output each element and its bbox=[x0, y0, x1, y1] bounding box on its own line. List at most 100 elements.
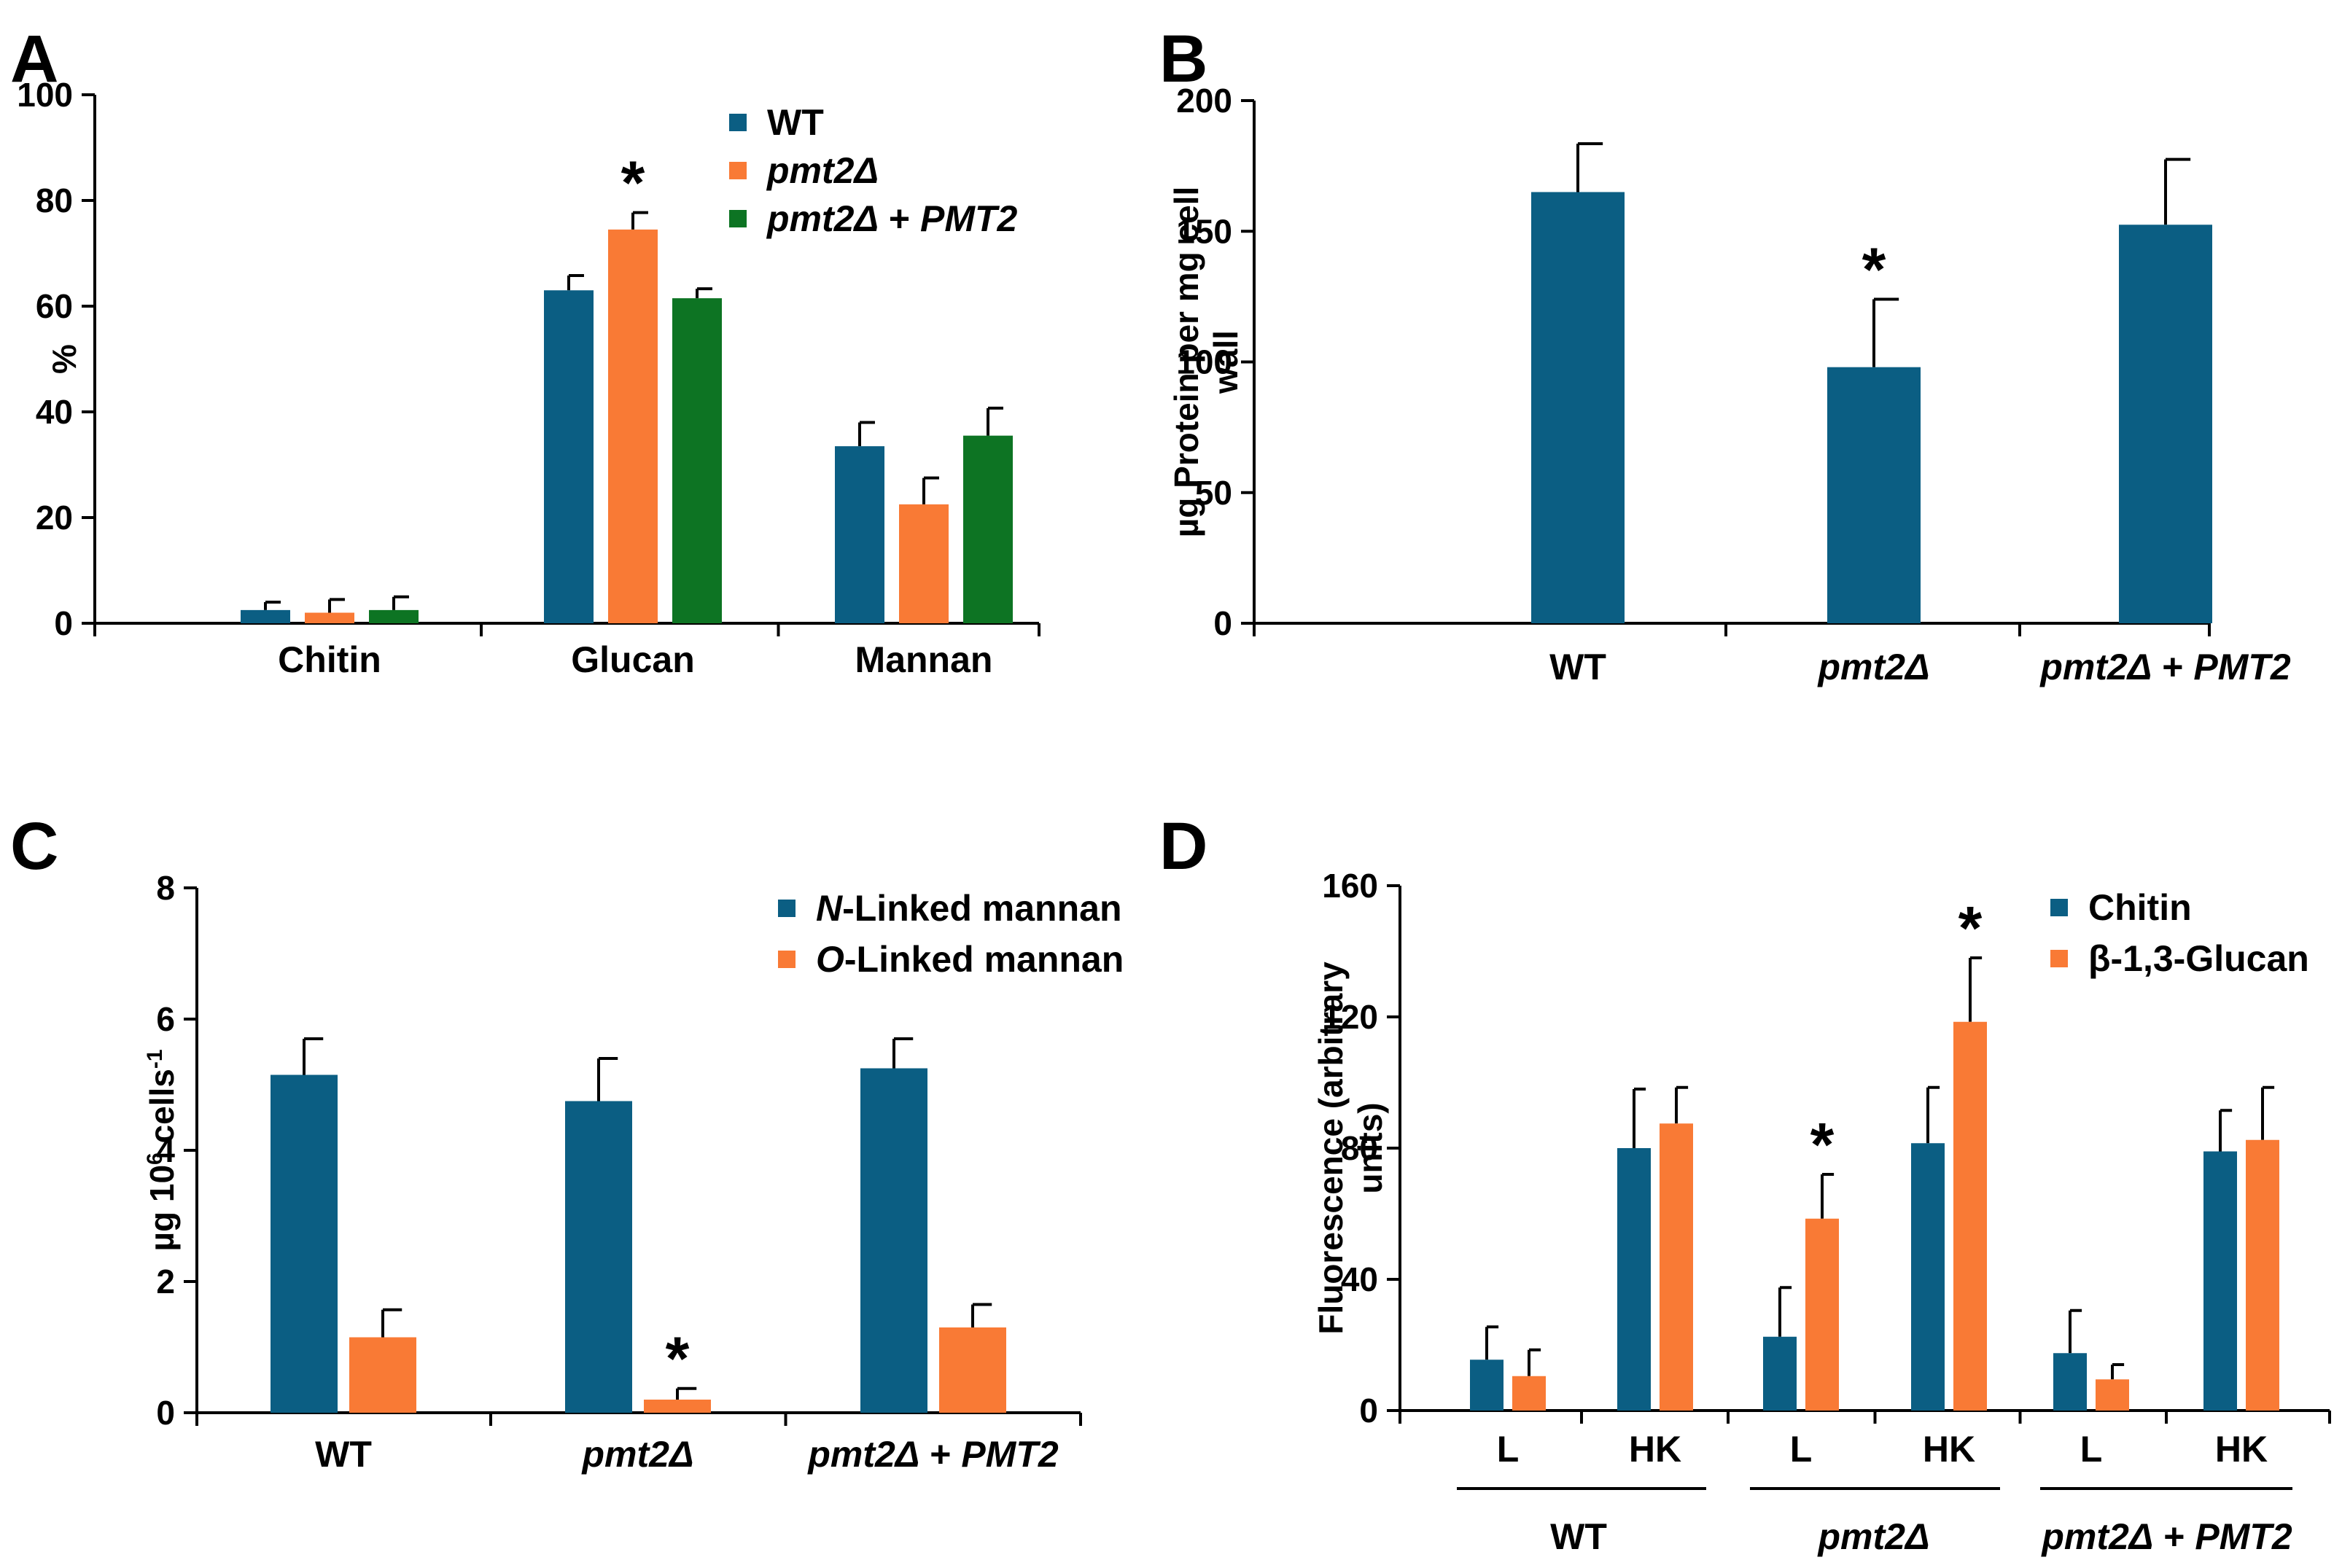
y-tick-label: 160 bbox=[1322, 867, 1378, 905]
legend-label: β-1,3-Glucan bbox=[2088, 938, 2309, 979]
legend-swatch bbox=[2050, 950, 2068, 967]
bar bbox=[1660, 1123, 1693, 1411]
legend-swatch bbox=[778, 951, 795, 968]
y-axis-label: Fluorescence (arbitrary units) bbox=[1312, 962, 1389, 1335]
bar bbox=[1470, 1360, 1504, 1411]
legend-label: O-Linked mannan bbox=[816, 939, 1124, 980]
panel-c-chart: 0 2 4 6 8 * WT pmt2Δ pmt2Δ + PMT2 µg 106 cells-1 N… bbox=[143, 869, 1124, 1475]
y-tick-label: 0 bbox=[54, 604, 73, 642]
x-category-label: L bbox=[1497, 1429, 1520, 1470]
bar bbox=[939, 1327, 1006, 1413]
bar bbox=[544, 290, 594, 623]
panel-letter-b: B bbox=[1159, 22, 1207, 96]
x-category-label: pmt2Δ + PMT2 bbox=[2039, 647, 2291, 687]
bar bbox=[860, 1068, 927, 1413]
x-category-label: pmt2Δ + PMT2 bbox=[806, 1434, 1059, 1475]
bar bbox=[672, 298, 722, 623]
x-category-label: Mannan bbox=[855, 639, 993, 680]
bar bbox=[305, 612, 354, 623]
x-category-label: WT bbox=[315, 1434, 372, 1475]
y-axis-label-line: µg Protein per mg cell bbox=[1167, 187, 1205, 538]
y-tick-label: 150 bbox=[1176, 212, 1232, 250]
y-axis-label: µg Protein per mg cell wall bbox=[1167, 187, 1245, 538]
x-category-label: HK bbox=[2215, 1429, 2268, 1470]
significance-star: * bbox=[621, 149, 645, 217]
y-tick-label: 40 bbox=[1341, 1260, 1378, 1298]
group-label: pmt2Δ + PMT2 bbox=[2040, 1516, 2292, 1557]
y-axis-label-text: µg 106 cells-1 bbox=[143, 1049, 182, 1251]
y-axis-label-line: Fluorescence (arbitrary bbox=[1312, 962, 1350, 1335]
legend-swatch bbox=[778, 900, 795, 917]
bar bbox=[2246, 1139, 2279, 1411]
bar bbox=[1512, 1376, 1546, 1411]
panel-d-chart: 0 40 80 120 160 * * L HK L HK L HK Fluorescence (arbi… bbox=[1312, 867, 2331, 1557]
bar bbox=[1531, 192, 1625, 624]
y-tick-label: 200 bbox=[1176, 82, 1232, 120]
bar bbox=[963, 435, 1013, 623]
y-tick-label: 80 bbox=[36, 182, 73, 219]
bar bbox=[565, 1101, 632, 1413]
panel-b-chart: 0 50 100 150 200 * WT pmt2Δ pmt2Δ + PMT2 µg Prote… bbox=[1167, 82, 2291, 687]
bar bbox=[2119, 225, 2212, 624]
y-tick-label: 120 bbox=[1322, 998, 1378, 1036]
y-tick-label: 20 bbox=[36, 499, 73, 537]
x-category-label: HK bbox=[1629, 1429, 1681, 1470]
legend-swatch bbox=[729, 114, 747, 131]
panel-letter-a: A bbox=[10, 22, 58, 96]
y-tick-label: 6 bbox=[156, 1000, 175, 1038]
y-tick-label: 100 bbox=[17, 76, 73, 114]
bar bbox=[608, 229, 658, 623]
panel-letter-c: C bbox=[10, 809, 58, 884]
bar bbox=[2053, 1353, 2087, 1411]
bar bbox=[899, 504, 949, 623]
bar bbox=[1617, 1148, 1651, 1411]
significance-star: * bbox=[1862, 235, 1886, 303]
bar bbox=[349, 1337, 416, 1413]
y-tick-label: 8 bbox=[156, 869, 175, 907]
bar bbox=[2203, 1151, 2237, 1411]
significance-star: * bbox=[666, 1325, 690, 1393]
bar bbox=[644, 1400, 711, 1413]
legend-label: Chitin bbox=[2088, 887, 2192, 928]
y-axis-label: % bbox=[45, 344, 83, 374]
bar bbox=[1953, 1021, 1987, 1411]
x-category-label: L bbox=[2080, 1429, 2103, 1470]
group-label: pmt2Δ bbox=[1816, 1516, 1929, 1557]
x-category-label: pmt2Δ bbox=[1816, 647, 1929, 687]
legend-swatch bbox=[2050, 899, 2068, 916]
x-category-label: Glucan bbox=[571, 639, 694, 680]
y-tick-label: 100 bbox=[1176, 343, 1232, 381]
y-tick-label: 80 bbox=[1341, 1129, 1378, 1167]
y-tick-label: 2 bbox=[156, 1263, 175, 1300]
significance-star: * bbox=[1810, 1110, 1835, 1179]
bar bbox=[369, 609, 419, 623]
panel-letter-d: D bbox=[1159, 809, 1207, 884]
y-tick-label: 0 bbox=[156, 1394, 175, 1432]
legend-swatch bbox=[729, 210, 747, 227]
x-category-label: WT bbox=[1549, 647, 1606, 687]
significance-star: * bbox=[1958, 894, 1983, 962]
bar bbox=[271, 1074, 338, 1413]
x-category-label: pmt2Δ bbox=[580, 1434, 693, 1475]
legend-swatch bbox=[729, 162, 747, 179]
y-axis-label-line: wall bbox=[1207, 330, 1245, 394]
x-category-label: Chitin bbox=[278, 639, 381, 680]
x-category-label: L bbox=[1790, 1429, 1813, 1470]
bar bbox=[241, 609, 290, 623]
y-tick-label: 60 bbox=[36, 287, 73, 325]
legend-label: pmt2Δ + PMT2 bbox=[766, 198, 1018, 239]
bar bbox=[835, 446, 884, 623]
bar bbox=[1911, 1143, 1945, 1411]
y-tick-label: 0 bbox=[1213, 604, 1232, 642]
x-category-label: HK bbox=[1923, 1429, 1975, 1470]
bar bbox=[1805, 1218, 1839, 1411]
panel-a-chart: 0 20 40 60 80 100 * Chitin Glucan Mannan% WT pmt2Δ p… bbox=[17, 76, 1040, 680]
legend-label: N-Linked mannan bbox=[816, 888, 1121, 929]
y-tick-label: 50 bbox=[1195, 474, 1232, 512]
bar bbox=[1763, 1336, 1797, 1411]
bar bbox=[2096, 1379, 2129, 1411]
y-axis-label-text: % bbox=[45, 344, 83, 374]
legend-label: WT bbox=[767, 102, 824, 143]
legend-label: pmt2Δ bbox=[766, 150, 879, 191]
